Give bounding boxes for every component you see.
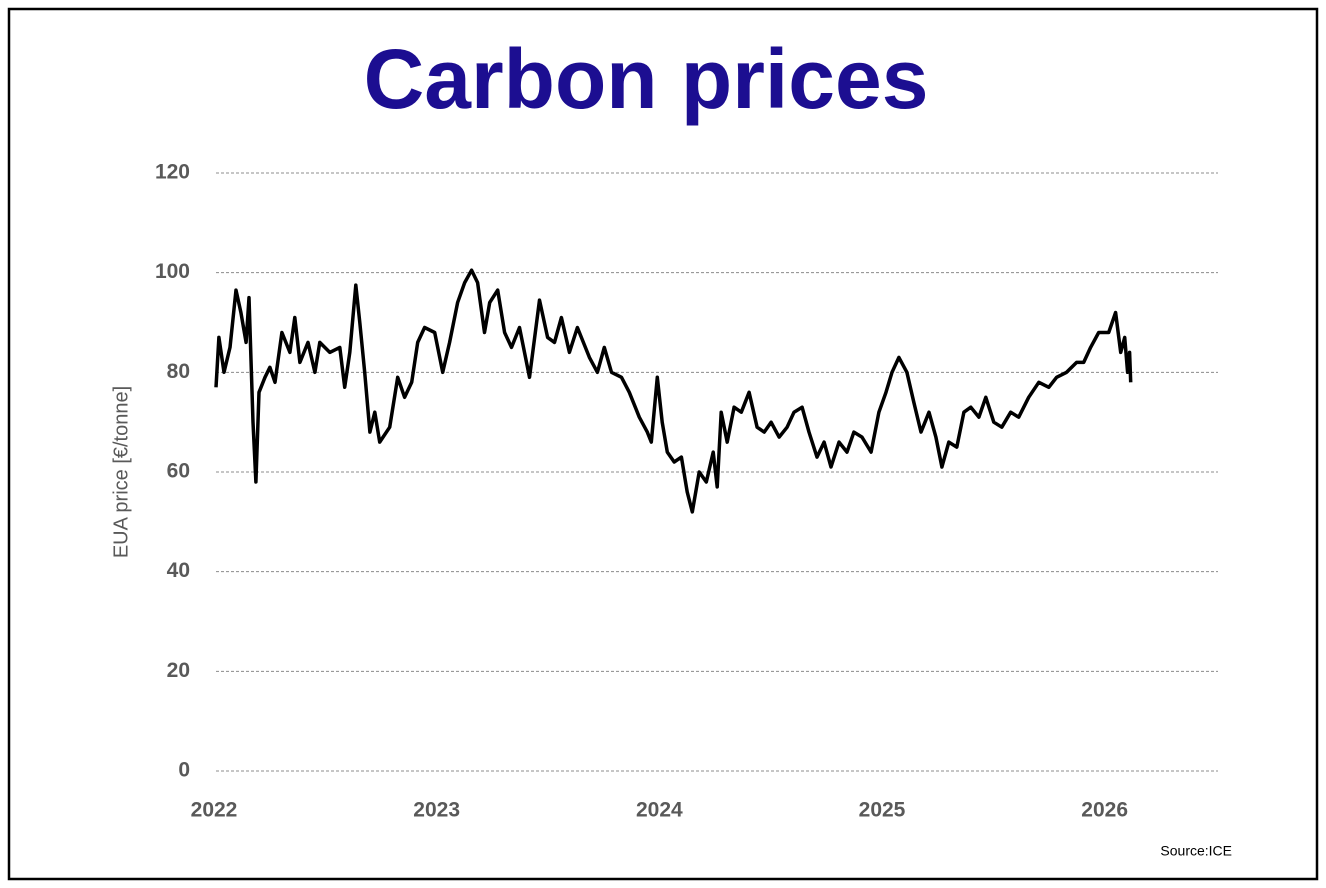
x-tick-label: 2025: [859, 799, 906, 822]
y-tick-label: 60: [167, 460, 190, 483]
source: Source:ICE: [1160, 843, 1232, 859]
y-tick-label: 100: [155, 260, 190, 283]
y-tick-label: 40: [167, 559, 190, 582]
frame: [7, 7, 1319, 881]
y-tick-label: 120: [155, 161, 190, 184]
x-tick-label: 2026: [1081, 799, 1128, 822]
y-axis-label: EUA price [€/tonne]: [110, 386, 132, 558]
price-line: [214, 268, 1133, 514]
y-tick-label: 20: [167, 659, 190, 682]
x-tick-label: 2024: [636, 799, 683, 822]
y-tick-label: 0: [178, 759, 190, 782]
x-tick-label: 2023: [413, 799, 460, 822]
y-tick-label: 80: [167, 360, 190, 383]
x-tick-label: 2022: [191, 799, 238, 822]
chart-title: Carbon prices: [364, 32, 929, 126]
